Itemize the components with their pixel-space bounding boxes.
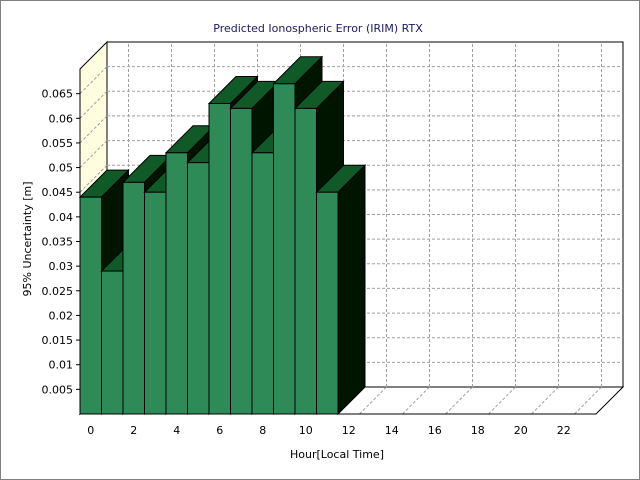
x-tick-label: 0 [87, 424, 94, 437]
bar-front [251, 152, 274, 415]
bar-front [187, 162, 210, 415]
x-tick-label: 6 [216, 424, 223, 437]
y-tick-label: 0.04 [49, 211, 74, 224]
y-axis-label: 95% Uncertainty [m] [21, 181, 34, 296]
bar-front [230, 107, 253, 415]
grid-line-y-side [79, 66, 108, 94]
y-tick-label: 0.015 [42, 334, 74, 347]
y-axis-ticks: 0.005 0.01 0.015 0.02 0.025 0.03 0.035 0.04 0.04… [42, 69, 81, 414]
x-tick-label: 4 [173, 424, 180, 437]
x-tick-label: 2 [130, 424, 137, 437]
x-axis-label: Hour[Local Time] [290, 448, 384, 461]
grid-line-x-floor [359, 386, 387, 415]
y-tick-label: 0.035 [42, 236, 74, 249]
grid-line-y-side [79, 140, 108, 168]
grid-line-y-side [79, 90, 108, 119]
x-tick-label: 16 [428, 424, 442, 437]
bar-front [273, 83, 296, 415]
grid-line-y-side [79, 115, 108, 144]
grid-line-x-floor [402, 386, 430, 415]
bar-front [316, 191, 339, 415]
y-tick-label: 0.03 [49, 260, 74, 273]
bar-front [101, 270, 124, 415]
grid-line-x-floor [445, 386, 473, 415]
grid-line-y-side [79, 164, 108, 193]
x-tick-label: 14 [385, 424, 399, 437]
y-tick-label: 0.01 [49, 359, 74, 372]
bar-front [294, 107, 317, 415]
bar [315, 164, 367, 416]
y-tick-label: 0.065 [42, 88, 74, 101]
bar-front [165, 152, 188, 415]
x-axis-ticks: 0 2 4 6 8 10 12 14 16 18 20 22 [80, 413, 596, 437]
y-tick-label: 0.05 [49, 162, 74, 175]
y-tick-label: 0.025 [42, 285, 74, 298]
y-tick-label: 0.045 [42, 186, 74, 199]
bar-front [122, 181, 145, 415]
grid-line-x-floor [531, 386, 559, 415]
x-tick-label: 20 [514, 424, 528, 437]
bars [78, 55, 367, 416]
bar-front [208, 103, 231, 415]
x-tick-label: 22 [557, 424, 571, 437]
x-tick-label: 10 [299, 424, 313, 437]
bar-front [144, 191, 167, 415]
y-tick-label: 0.005 [42, 383, 74, 396]
x-tick-label: 18 [471, 424, 485, 437]
y-tick-label: 0.055 [42, 137, 74, 150]
x-tick-label: 8 [259, 424, 266, 437]
grid-line-x-floor [488, 386, 516, 415]
bar-front [79, 196, 102, 415]
grid-line-x-floor [574, 386, 602, 415]
y-tick-label: 0.02 [49, 309, 74, 322]
chart-title: Predicted Ionospheric Error (IRIM) RTX [213, 22, 423, 35]
bar-side [337, 164, 366, 416]
x-tick-label: 12 [342, 424, 356, 437]
y-tick-label: 0.06 [49, 112, 74, 125]
